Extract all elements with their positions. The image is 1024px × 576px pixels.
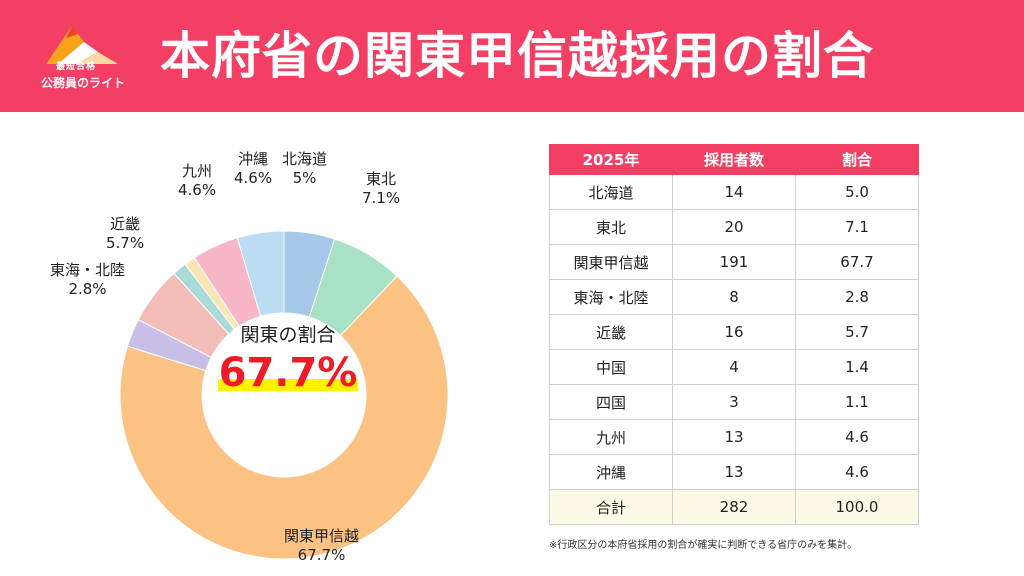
label-name: 近畿	[110, 215, 141, 233]
cell-count: 8	[672, 279, 796, 315]
center-label: 関東の割合	[240, 324, 336, 346]
table-row: 東北 20 7.1	[549, 209, 919, 245]
label-hokkaido: 北海道 5%	[282, 150, 327, 188]
label-kanto: 関東甲信越 67.7%	[284, 527, 359, 565]
label-name: 東海・北陸	[50, 261, 126, 279]
cell-ratio: 1.4	[795, 349, 919, 385]
page-title: 本府省の関東甲信越採用の割合	[160, 27, 874, 85]
label-value: 4.6%	[234, 169, 273, 187]
label-kinki: 近畿 5.7%	[106, 215, 144, 253]
center-value: 67.7%	[218, 349, 358, 397]
cell-count: 191	[672, 244, 796, 280]
cell-region: 中国	[549, 349, 673, 385]
label-name: 東北	[366, 170, 397, 188]
cell-count: 16	[672, 314, 796, 350]
data-table: 2025年 採用者数 割合 北海道 14 5.0 東北 20 7.1 関東甲信越 191 6…	[549, 144, 919, 525]
table-row: 関東甲信越 191 67.7	[549, 244, 919, 280]
cell-ratio: 4.6	[795, 419, 919, 455]
label-value: 5.7%	[106, 234, 145, 252]
label-name: 関東甲信越	[284, 527, 360, 545]
cell-ratio: 2.8	[795, 279, 919, 315]
table-row: 四国 3 1.1	[549, 384, 919, 420]
label-tokai: 東海・北陸 2.8%	[50, 261, 125, 299]
cell-region: 九州	[549, 419, 673, 455]
cell-count: 4	[672, 349, 796, 385]
logo-badge: 最短合格	[56, 62, 97, 72]
label-tohoku: 東北 7.1%	[362, 170, 400, 208]
table-header-row: 2025年 採用者数 割合	[549, 144, 919, 175]
cell-ratio: 5.0	[795, 174, 919, 210]
label-okinawa: 沖縄 4.6%	[234, 150, 272, 188]
column-header: 割合	[795, 144, 919, 175]
label-name: 九州	[182, 162, 213, 180]
cell-region: 近畿	[549, 314, 673, 350]
table-total-row: 合計 282 100.0	[549, 489, 919, 525]
label-value: 2.8%	[68, 280, 107, 298]
table-row: 九州 13 4.6	[549, 419, 919, 455]
logo-text: 公務員のライト	[40, 76, 125, 90]
cell-region: 沖縄	[549, 454, 673, 490]
column-header: 採用者数	[672, 144, 796, 175]
label-value: 67.7%	[297, 546, 346, 564]
cell-region: 北海道	[549, 174, 673, 210]
table-row: 東海・北陸 8 2.8	[549, 279, 919, 315]
cell-region: 東海・北陸	[549, 279, 673, 315]
cell-ratio: 1.1	[795, 384, 919, 420]
cell-region: 関東甲信越	[549, 244, 673, 280]
cell-count: 14	[672, 174, 796, 210]
column-header: 2025年	[549, 144, 673, 175]
cell-region: 東北	[549, 209, 673, 245]
cell-region: 合計	[549, 489, 673, 525]
header-banner: 最短合格 公務員のライト 本府省の関東甲信越採用の割合	[0, 0, 1024, 112]
brand-logo: 最短合格 公務員のライト	[28, 12, 138, 102]
cell-count: 20	[672, 209, 796, 245]
footnote: ※行政区分の本府省採用の割合が確実に判断できる省庁のみを集計。	[549, 540, 858, 551]
table-row: 近畿 16 5.7	[549, 314, 919, 350]
cell-ratio: 7.1	[795, 209, 919, 245]
table-row: 中国 4 1.4	[549, 349, 919, 385]
donut-chart: 関東の割合 67.7% 北海道 5% 東北 7.1% 関東甲信越 67.7% 東…	[0, 112, 520, 576]
label-name: 沖縄	[238, 150, 269, 168]
cell-count: 282	[672, 489, 796, 525]
cell-count: 13	[672, 419, 796, 455]
cell-ratio: 4.6	[795, 454, 919, 490]
cell-ratio: 100.0	[795, 489, 919, 525]
cell-ratio: 5.7	[795, 314, 919, 350]
cell-count: 3	[672, 384, 796, 420]
label-name: 北海道	[282, 150, 328, 168]
table-row: 沖縄 13 4.6	[549, 454, 919, 490]
label-value: 5%	[292, 169, 317, 187]
cell-count: 13	[672, 454, 796, 490]
table-row: 北海道 14 5.0	[549, 174, 919, 210]
label-value: 7.1%	[362, 189, 401, 207]
label-kyushu: 九州 4.6%	[178, 162, 216, 200]
logo-arch-icon	[46, 26, 118, 64]
cell-ratio: 67.7	[795, 244, 919, 280]
label-value: 4.6%	[178, 181, 217, 199]
cell-region: 四国	[549, 384, 673, 420]
